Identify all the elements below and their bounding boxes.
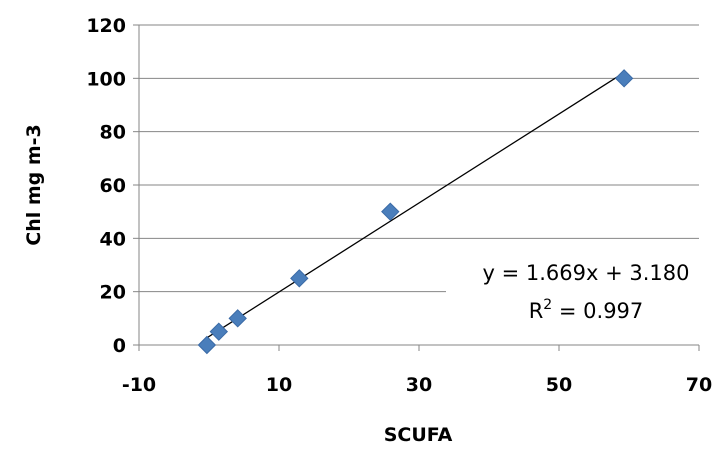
y-tick-label-4: 80 [100,122,126,144]
annotations: y = 1.669x + 3.180 R2 = 0.997 [483,261,690,323]
annotation-background [446,253,699,333]
y-tick-label-2: 40 [100,228,126,250]
data-point-4 [381,202,400,221]
y-axis-title: Chl mg m-3 [23,124,45,246]
x-tick-label-1: 10 [266,374,292,396]
y-tick-label-1: 20 [100,282,126,304]
annotation-box [446,253,699,333]
tick-labels: 0 20 40 60 80 100 120 -10 10 30 50 70 [86,15,712,396]
x-tick-label-0: -10 [122,374,156,396]
data-points [197,69,634,355]
axes [133,24,700,351]
r-squared-prefix: R [529,299,544,323]
data-point-2 [228,309,247,328]
x-tick-label-3: 50 [546,374,572,396]
data-point-3 [290,269,309,288]
trendline [206,72,625,339]
grid-lines [139,24,699,293]
y-tick-label-3: 60 [100,175,126,197]
data-point-0 [197,335,217,355]
y-tick-label-5: 100 [86,68,126,90]
y-tick-label-0: 0 [113,335,126,357]
r-squared-label: R2 = 0.997 [529,297,644,323]
trendline-group [206,72,625,339]
x-axis-title: SCUFA [384,424,453,446]
trendline-equation: y = 1.669x + 3.180 [483,261,690,285]
x-tick-label-4: 70 [686,374,712,396]
x-tick-label-2: 30 [406,374,432,396]
data-point-5 [614,69,634,88]
y-tick-label-6: 120 [86,15,126,37]
r-squared-superscript: 2 [543,297,552,313]
r-squared-value: = 0.997 [552,299,643,323]
data-point-1 [209,322,229,341]
